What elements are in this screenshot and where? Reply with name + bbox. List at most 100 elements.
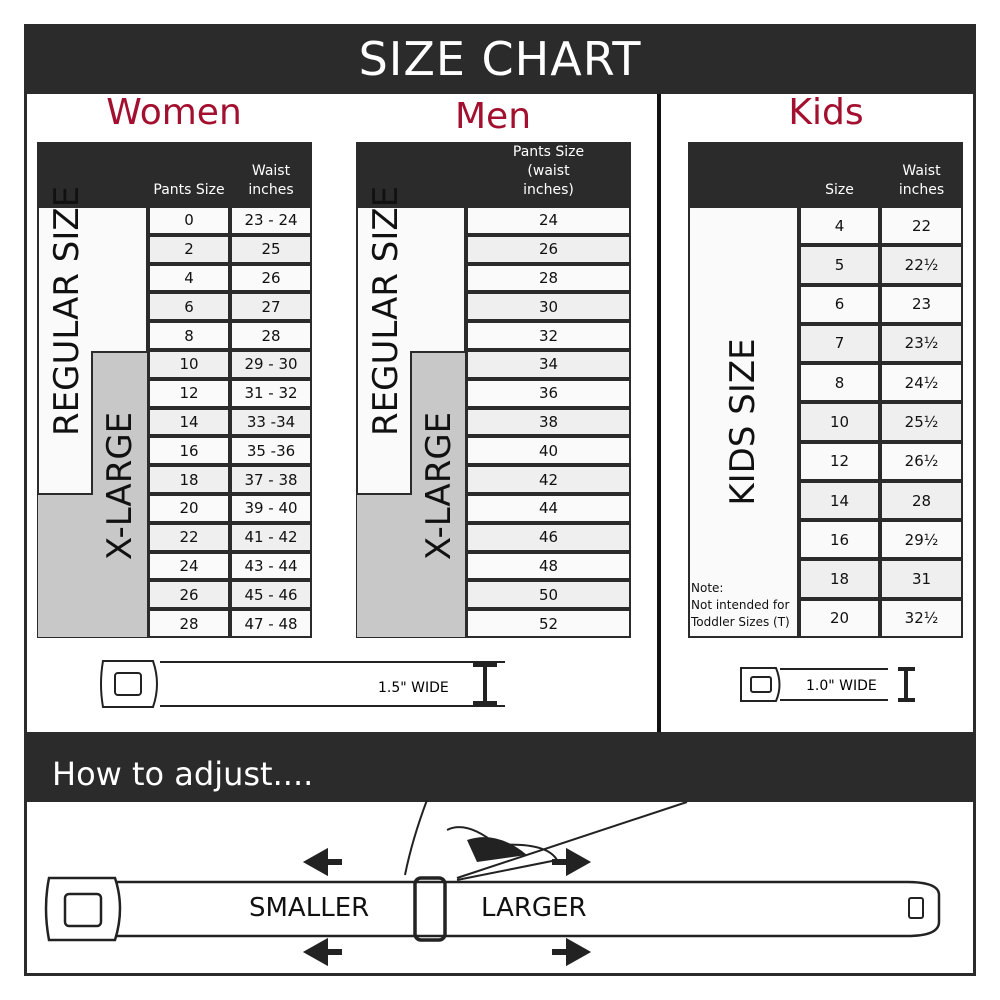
kids-label-column — [688, 206, 799, 638]
women-size-cell: 12 — [148, 378, 230, 408]
kids-col-size: Size — [825, 182, 854, 198]
belt-wide-illustration — [100, 660, 505, 708]
arrow-left-top — [302, 847, 342, 877]
kids-note: Not intended for Toddler Sizes (T) — [691, 598, 790, 629]
men-table-header: Pants Size (waist inches) — [356, 142, 631, 206]
adjust-illustration — [44, 800, 941, 967]
smaller-label: SMALLER — [249, 893, 370, 923]
men-size-cell: 44 — [466, 494, 631, 523]
section-divider — [657, 94, 661, 732]
women-waist-cell: 29 - 30 — [230, 350, 312, 379]
kids-size-cell: 18 — [799, 559, 880, 599]
kids-waist-cell: 23 — [880, 284, 963, 324]
women-size-cell: 8 — [148, 321, 230, 350]
kids-table-header: Size Waist inches — [688, 142, 963, 206]
kids-waist-cell: 28 — [880, 480, 963, 521]
women-col-waist: Waist inches — [248, 163, 294, 198]
kids-waist-cell: 24½ — [880, 363, 963, 403]
kids-waist-cell: 25½ — [880, 402, 963, 442]
men-size-cell: 26 — [466, 234, 631, 264]
women-waist-cell: 31 - 32 — [230, 378, 312, 408]
kids-size-cell: 16 — [799, 520, 880, 560]
women-belt-width: 1.5" WIDE — [378, 680, 449, 696]
men-size-cell: 30 — [466, 292, 631, 322]
women-waist-cell: 33 -34 — [230, 407, 312, 437]
women-waist-cell: 39 - 40 — [230, 494, 312, 523]
women-size-cell: 6 — [148, 292, 230, 322]
kids-waist-cell: 22½ — [880, 245, 963, 285]
kids-size-cell: 20 — [799, 598, 880, 638]
women-waist-cell: 26 — [230, 263, 312, 293]
men-size-cell: 40 — [466, 436, 631, 466]
arrow-right-top — [552, 847, 592, 877]
how-to-adjust-title: How to adjust.... — [24, 732, 976, 802]
men-size-cell: 46 — [466, 522, 631, 552]
men-size-cell: 50 — [466, 580, 631, 610]
kids-size-cell: 6 — [799, 284, 880, 324]
women-regular-label: REGULAR SIZE — [47, 185, 87, 436]
women-size-cell: 0 — [148, 206, 230, 235]
women-xlarge-label: X-LARGE — [100, 411, 140, 561]
men-size-cell: 52 — [466, 609, 631, 638]
kids-waist-cell: 32½ — [880, 598, 963, 638]
men-xlarge-label: X-LARGE — [419, 411, 459, 561]
men-regular-label: REGULAR SIZE — [366, 185, 406, 436]
women-col-pants-size: Pants Size — [153, 182, 225, 198]
women-size-cell: 10 — [148, 350, 230, 379]
women-size-cell: 4 — [148, 263, 230, 293]
kids-title: Kids — [788, 92, 864, 133]
women-size-cell: 26 — [148, 580, 230, 610]
kids-size-cell: 10 — [799, 402, 880, 442]
belt-narrow-illustration — [740, 667, 915, 702]
kids-waist-cell: 26½ — [880, 441, 963, 481]
men-size-cell: 28 — [466, 263, 631, 293]
men-col-pants-size: Pants Size (waist inches) — [512, 144, 585, 198]
kids-waist-cell: 31 — [880, 559, 963, 599]
page-title: SIZE CHART — [24, 24, 976, 94]
women-waist-cell: 28 — [230, 321, 312, 350]
kids-size-cell: 12 — [799, 441, 880, 481]
kids-belt-width: 1.0" WIDE — [806, 678, 877, 694]
women-size-cell: 24 — [148, 551, 230, 581]
men-size-cell: 48 — [466, 551, 631, 581]
arrow-left-bottom — [302, 937, 342, 967]
kids-waist-cell: 22 — [880, 206, 963, 246]
women-waist-cell: 41 - 42 — [230, 522, 312, 552]
women-waist-cell: 45 - 46 — [230, 580, 312, 610]
women-size-cell: 22 — [148, 522, 230, 552]
men-xlarge-region — [356, 351, 466, 638]
kids-waist-cell: 23½ — [880, 323, 963, 364]
kids-size-cell: 5 — [799, 245, 880, 285]
women-size-cell: 16 — [148, 436, 230, 466]
men-size-cell: 36 — [466, 378, 631, 408]
women-title: Women — [106, 92, 242, 133]
women-waist-cell: 37 - 38 — [230, 465, 312, 494]
larger-label: LARGER — [481, 893, 587, 923]
arrow-right-bottom — [552, 937, 592, 967]
men-title: Men — [454, 96, 532, 137]
men-size-cell: 42 — [466, 465, 631, 494]
kids-size-cell: 14 — [799, 480, 880, 521]
women-size-cell: 2 — [148, 234, 230, 264]
kids-size-cell: 7 — [799, 323, 880, 364]
women-size-cell: 14 — [148, 407, 230, 437]
women-xlarge-region — [37, 351, 148, 638]
women-size-cell: 20 — [148, 494, 230, 523]
men-size-cell: 38 — [466, 407, 631, 437]
women-size-cell: 18 — [148, 465, 230, 494]
kids-size-cell: 8 — [799, 363, 880, 403]
kids-col-waist: Waist inches — [898, 163, 945, 198]
women-waist-cell: 47 - 48 — [230, 609, 312, 638]
women-waist-cell: 25 — [230, 234, 312, 264]
women-waist-cell: 27 — [230, 292, 312, 322]
kids-size-cell: 4 — [799, 206, 880, 246]
women-size-cell: 28 — [148, 609, 230, 638]
kids-waist-cell: 29½ — [880, 520, 963, 560]
women-waist-cell: 23 - 24 — [230, 206, 312, 235]
kids-size-label: KIDS SIZE — [723, 338, 763, 506]
women-table-header: Pants Size Waist inches — [37, 142, 312, 206]
men-size-cell: 24 — [466, 206, 631, 235]
kids-note-title: Note: — [691, 581, 724, 595]
women-waist-cell: 35 -36 — [230, 436, 312, 466]
men-size-cell: 34 — [466, 350, 631, 379]
